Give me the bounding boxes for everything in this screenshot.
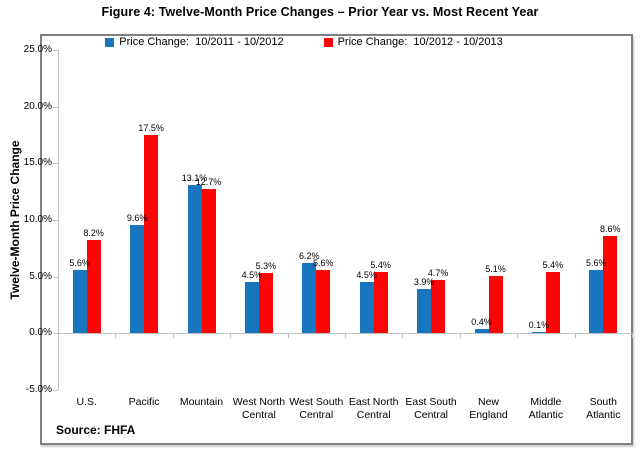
legend-item: Price Change: 10/2011 - 10/2012 [105,36,284,48]
chart-frame [40,34,633,445]
y-axis [58,50,59,390]
legend-item: Price Change: 10/2012 - 10/2013 [323,36,503,48]
x-tick-label: New England [469,396,508,421]
data-label: 0.4% [471,316,492,327]
bar-prior-u-s- [72,269,87,334]
bar-recent-new-england [488,275,503,334]
bar-recent-middle-atlantic [545,272,560,334]
bar-recent-pacific [144,135,159,334]
bar-recent-mountain [201,189,216,334]
bar-prior-middle-atlantic [531,332,546,334]
x-tick-label: West North Central [232,396,286,421]
data-label: 5.6% [313,257,334,268]
bar-recent-east-south-central [431,280,446,334]
bar-prior-pacific [130,224,145,334]
x-tick [459,333,461,339]
y-tick-label: 0.0% [29,327,52,339]
x-tick-label: Pacific [128,396,160,408]
data-label: 4.5% [356,270,377,281]
bar-recent-west-north-central [258,273,273,334]
source-note: Source: FHFA [56,423,136,437]
bar-prior-east-north-central [359,282,374,334]
data-label: 0.1% [528,320,550,331]
x-tick [517,333,519,339]
x-tick [58,333,59,339]
y-tick-label: 5.0% [29,270,52,282]
y-tick [53,220,58,221]
data-label: 5.4% [542,260,564,271]
data-label: 6.2% [299,251,320,262]
bar-prior-west-north-central [244,282,259,334]
data-label: 5.3% [255,261,277,272]
x-tick-label: U.S. [76,396,97,408]
x-tick-label: East North Central [348,396,399,421]
bar-recent-u-s- [86,240,101,334]
legend-swatch-blue-icon [105,37,115,47]
x-tick-label: Mountain [179,396,224,408]
x-tick [287,333,289,339]
x-tick-label: West South Central [289,396,344,421]
data-label: 12.7% [195,177,222,188]
x-tick [574,333,576,339]
bar-recent-east-north-central [373,272,388,334]
y-tick-label: 20.0% [23,100,52,112]
bar-prior-mountain [187,184,202,334]
data-label: 9.6% [126,212,148,223]
y-tick-label: 10.0% [23,214,52,225]
x-tick [172,333,174,339]
y-tick [53,333,58,335]
data-label: 5.1% [485,263,506,274]
data-label: 5.6% [586,257,607,268]
x-tick [632,333,633,339]
x-tick-label: South Atlantic [586,396,621,421]
y-tick [53,163,58,165]
legend-label: Price Change: 10/2012 - 10/2013 [337,36,503,48]
data-label: 5.6% [69,257,90,268]
y-tick-label: 25.0% [23,44,52,55]
x-tick-label: East South Central [405,396,457,421]
legend-swatch-red-icon [323,37,333,47]
data-label: 5.4% [370,260,391,271]
x-tick [402,333,404,339]
legend-label: Price Change: 10/2011 - 10/2012 [119,36,284,48]
bar-prior-new-england [474,328,489,334]
y-tick-label: -5.0% [25,384,52,395]
bar-prior-east-south-central [417,289,432,334]
data-label: 3.9% [413,277,435,288]
figure-title: Figure 4: Twelve-Month Price Changes – P… [101,5,539,19]
data-label: 13.1% [181,172,208,183]
y-tick [53,106,58,108]
data-label: 4.7% [427,268,449,279]
y-tick [53,390,58,391]
x-tick [230,333,232,339]
data-label: 8.2% [83,228,104,239]
bar-recent-west-south-central [316,269,331,334]
x-tick-label: Middle Atlantic [528,396,564,421]
data-label: 8.6% [600,223,621,234]
data-label: 4.5% [241,270,263,281]
bar-prior-south-atlantic [589,269,604,334]
x-tick [345,333,346,339]
bar-recent-south-atlantic [603,235,618,334]
legend: Price Change: 10/2011 - 10/2012 Price Cha… [8,36,600,48]
y-tick [53,276,58,278]
y-tick [53,50,58,51]
bar-prior-west-south-central [302,263,317,334]
y-tick-label: 15.0% [23,157,52,169]
data-label: 17.5% [138,123,164,133]
x-tick [115,333,117,339]
